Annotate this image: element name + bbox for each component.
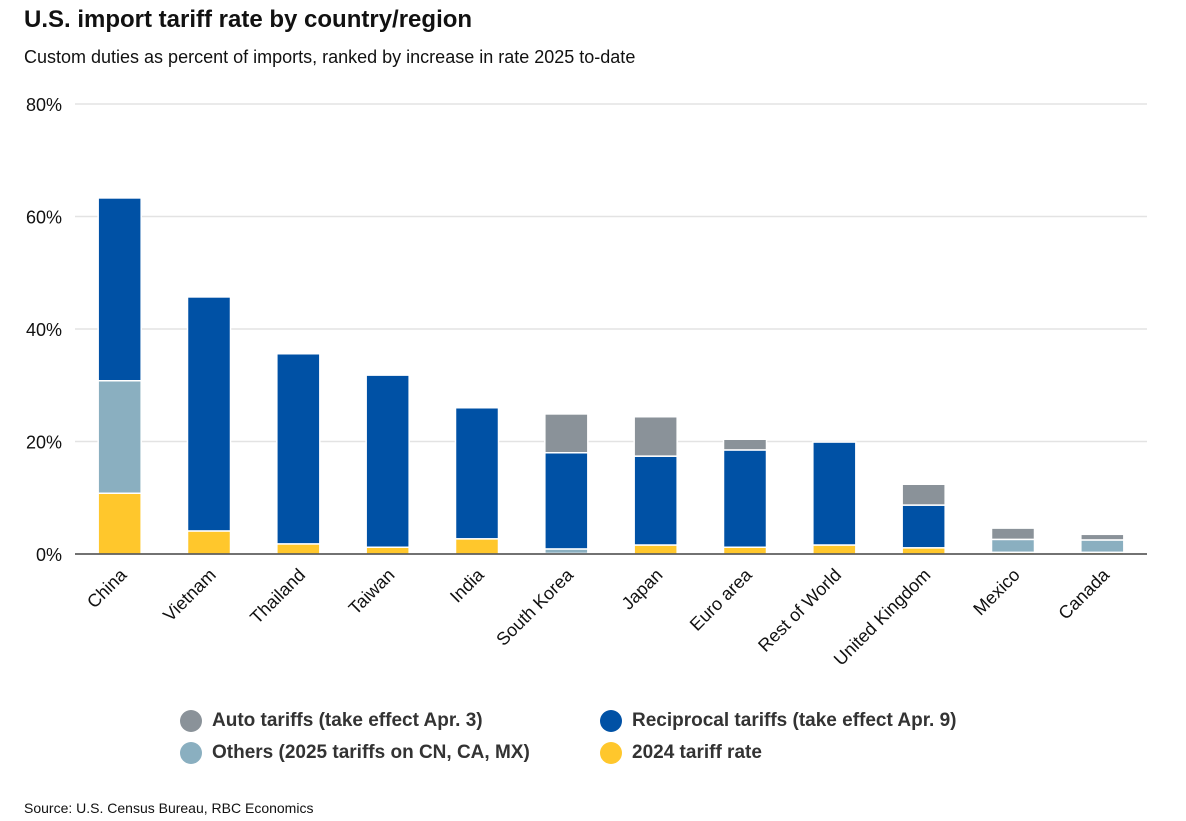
x-tick-label: South Korea xyxy=(492,564,578,650)
bar-segment xyxy=(186,296,232,532)
source-note: Source: U.S. Census Bureau, RBC Economic… xyxy=(24,800,314,816)
x-tick-label: Taiwan xyxy=(345,565,399,619)
legend-swatch xyxy=(600,710,622,732)
bar-segment xyxy=(97,380,142,494)
legend-swatch xyxy=(600,742,622,764)
bar-segment xyxy=(276,543,321,555)
x-tick-label: Mexico xyxy=(969,565,1023,619)
y-tick-label: 40% xyxy=(26,320,62,340)
bar-segment xyxy=(722,546,768,555)
bar-segment xyxy=(633,455,678,546)
bar-segment xyxy=(186,530,232,555)
x-tick-label: Canada xyxy=(1054,564,1113,623)
legend-swatch xyxy=(180,710,202,732)
legend-item: Auto tariffs (take effect Apr. 3) xyxy=(180,710,600,732)
legend-label: 2024 tariff rate xyxy=(632,742,762,763)
bar-segment xyxy=(722,438,768,451)
bar-segment xyxy=(1080,539,1125,554)
legend-item: 2024 tariff rate xyxy=(600,742,1000,764)
x-tick-label: Rest of World xyxy=(754,565,845,656)
legend-item: Others (2025 tariffs on CN, CA, MX) xyxy=(180,742,600,764)
y-tick-label: 80% xyxy=(26,95,62,115)
legend-label: Others (2025 tariffs on CN, CA, MX) xyxy=(212,742,530,763)
x-tick-label: China xyxy=(83,564,131,612)
bar-segment xyxy=(990,527,1036,541)
bar-segment xyxy=(97,197,142,382)
bar-segment xyxy=(812,441,857,546)
bar-segment xyxy=(633,416,678,457)
bar-segment xyxy=(1080,533,1125,541)
legend: Auto tariffs (take effect Apr. 3) Recipro… xyxy=(180,710,1000,764)
x-tick-label: Japan xyxy=(618,565,667,614)
y-tick-label: 0% xyxy=(36,545,62,565)
bar-segment xyxy=(812,544,857,555)
bar-segment xyxy=(901,547,946,555)
bar-segment xyxy=(544,413,589,454)
bar-segment xyxy=(544,452,589,550)
x-tick-label: Vietnam xyxy=(159,565,220,626)
legend-label: Auto tariffs (take effect Apr. 3) xyxy=(212,710,483,731)
legend-label: Reciprocal tariffs (take effect Apr. 9) xyxy=(632,710,957,731)
legend-item: Reciprocal tariffs (take effect Apr. 9) xyxy=(600,710,1000,732)
x-tick-label: Euro area xyxy=(686,564,757,635)
bar-segment xyxy=(901,504,946,549)
legend-swatch xyxy=(180,742,202,764)
x-tick-label: United Kingdom xyxy=(830,565,935,670)
bar-segment xyxy=(901,483,946,506)
bar-segment xyxy=(990,538,1036,554)
y-tick-label: 60% xyxy=(26,208,62,228)
bar-segment xyxy=(454,538,500,555)
bar-segment xyxy=(454,407,500,540)
x-tick-label: Thailand xyxy=(246,565,309,628)
x-tick-label: India xyxy=(446,564,488,606)
y-tick-label: 20% xyxy=(26,433,62,453)
bar-segment xyxy=(722,449,768,548)
bar-segment xyxy=(365,374,410,548)
bar-segment xyxy=(633,544,678,555)
chart-subtitle: Custom duties as percent of imports, ran… xyxy=(24,47,636,67)
chart-title: U.S. import tariff rate by country/regio… xyxy=(24,6,473,33)
bar-segment xyxy=(276,353,321,545)
bar-segment xyxy=(365,546,410,555)
bar-segment xyxy=(97,492,142,555)
